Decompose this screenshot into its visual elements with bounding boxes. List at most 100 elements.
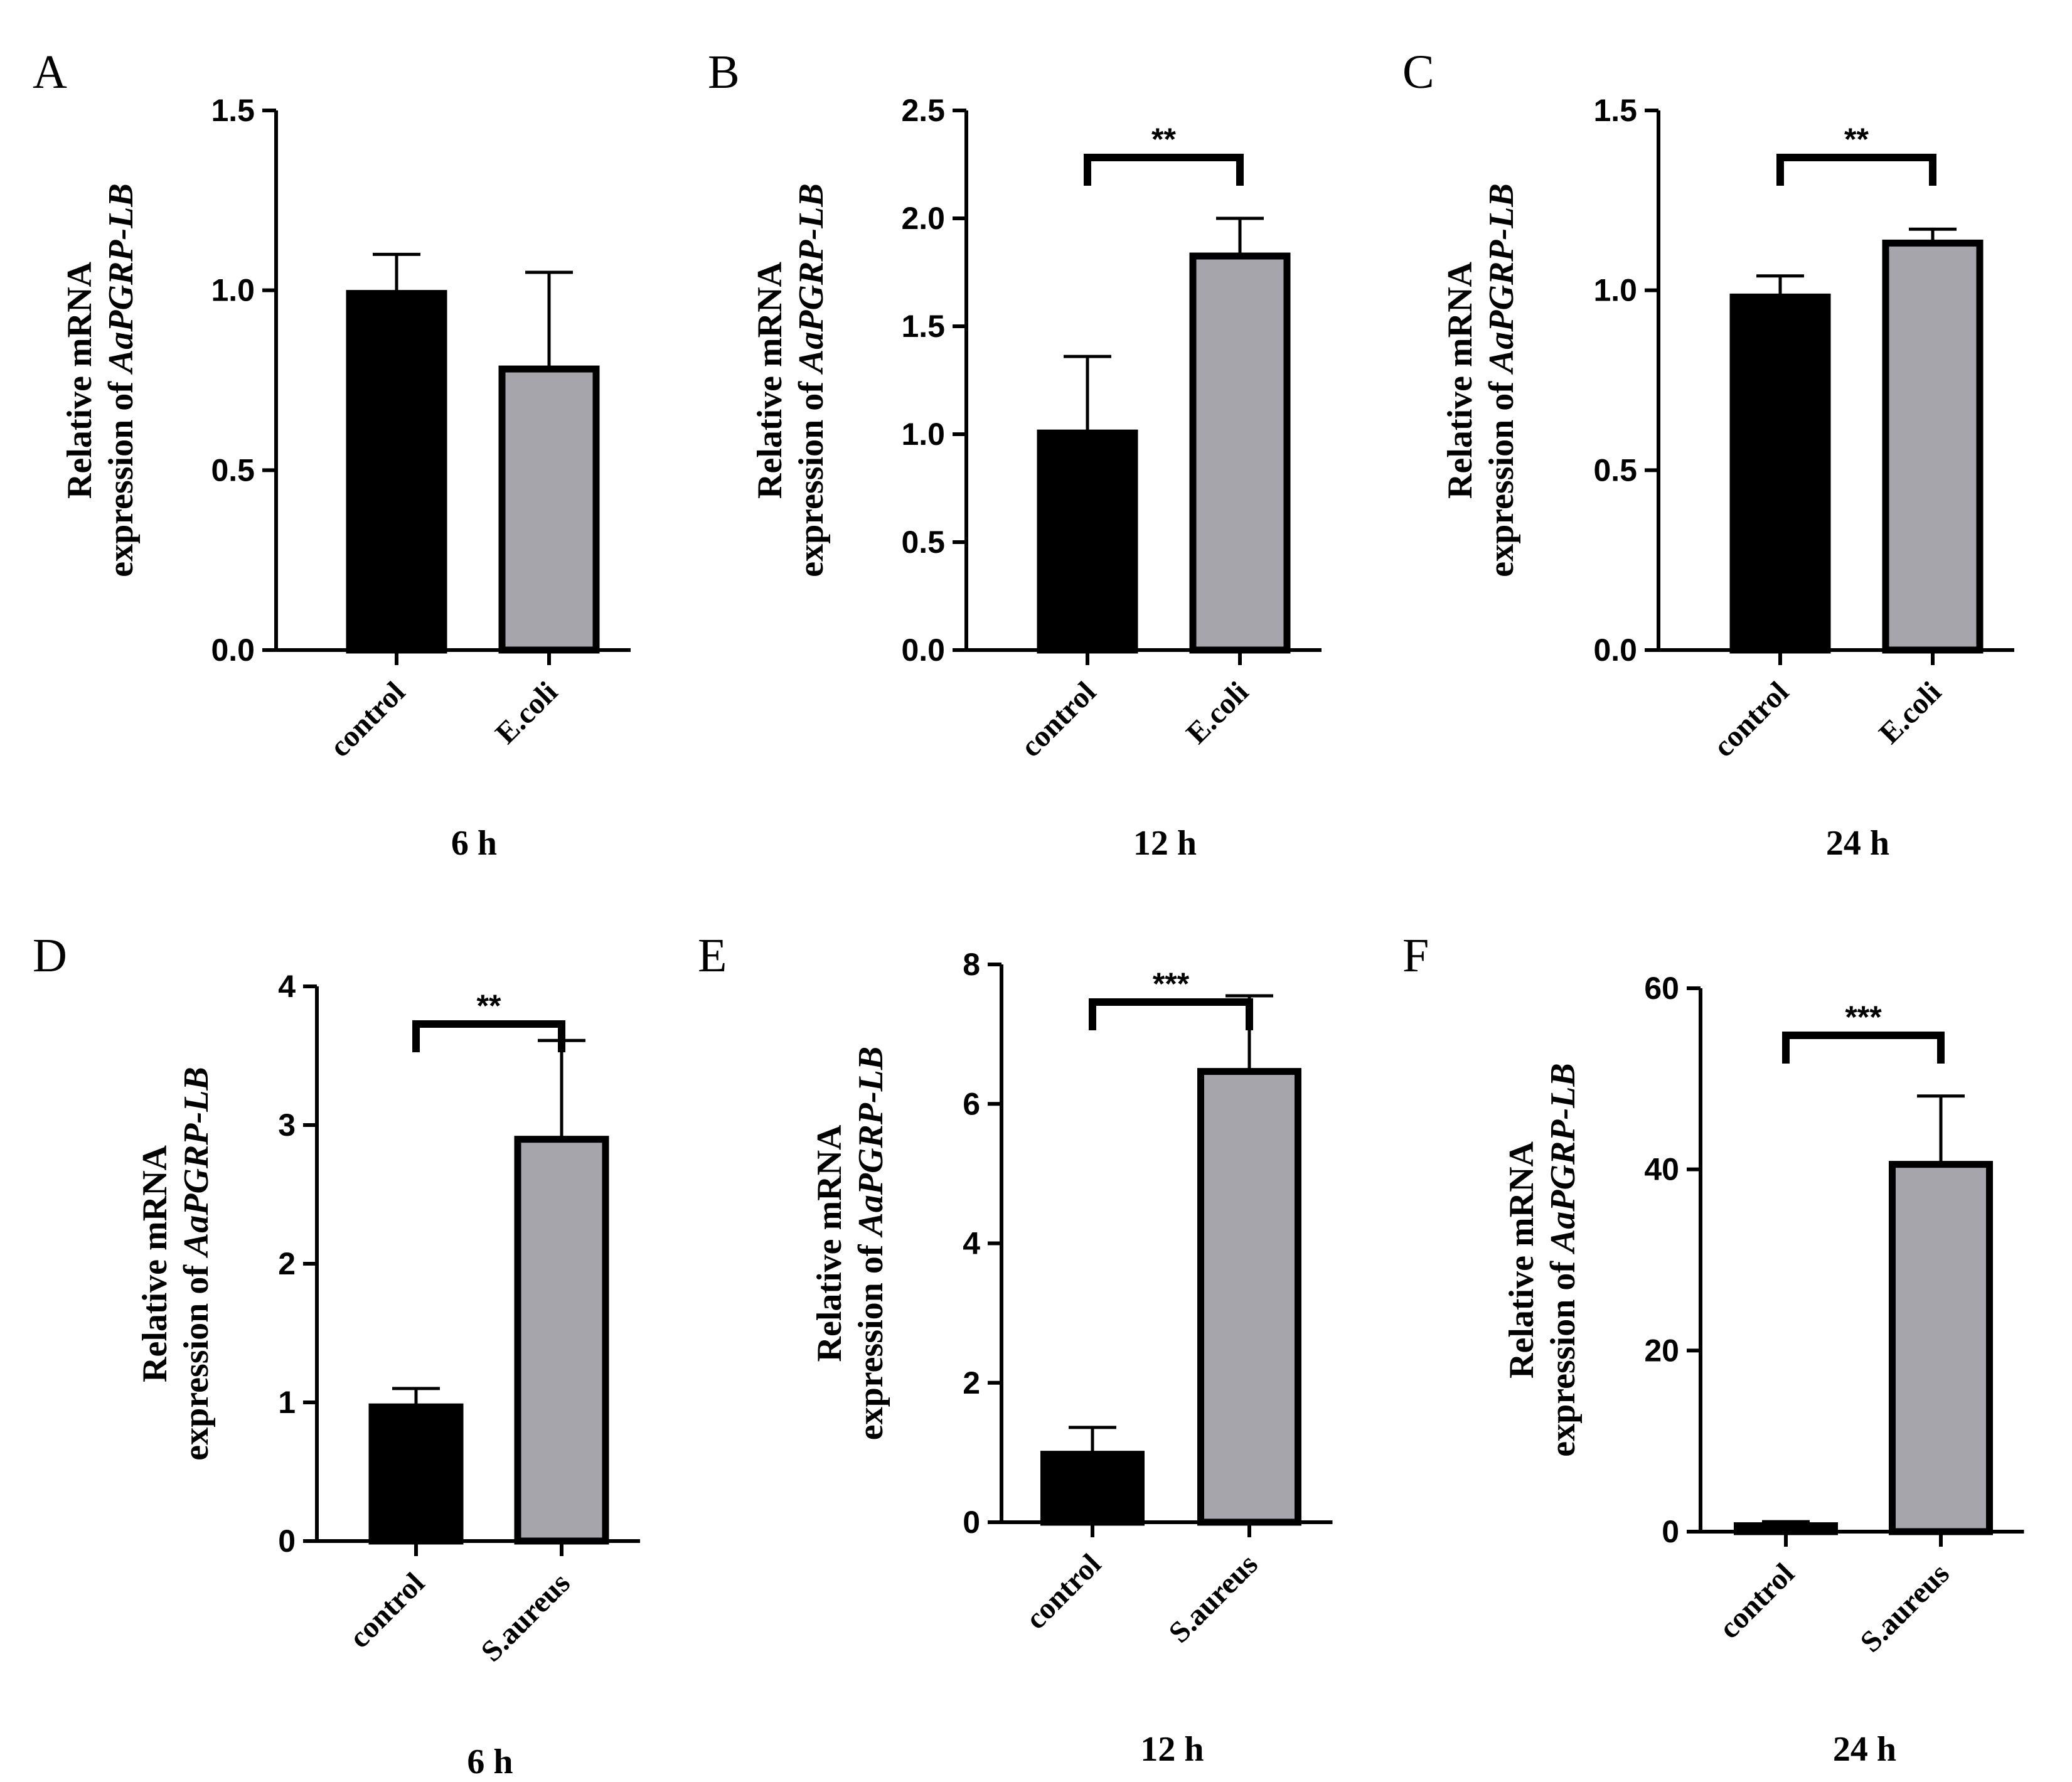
y-tick-label: 0 bbox=[963, 1505, 980, 1540]
panel-f: F Relative mRNAexpression of AaPGRP-LB 0 20… bbox=[1402, 929, 2024, 1769]
bar-control bbox=[1729, 293, 1831, 654]
bar-saureus bbox=[514, 1136, 609, 1545]
y-tick-label: 2.5 bbox=[901, 93, 945, 128]
bar-saureus bbox=[1889, 1161, 1993, 1535]
y-axis-label-gene: AaPGRP-LB bbox=[852, 1047, 890, 1238]
y-tick-label: 6 bbox=[963, 1086, 980, 1121]
significance-label: ** bbox=[1844, 122, 1869, 157]
y-tick-label: 20 bbox=[1644, 1333, 1679, 1368]
significance-bracket bbox=[1084, 154, 1244, 186]
significance-bracket bbox=[1089, 998, 1253, 1030]
y-tick-label: 40 bbox=[1644, 1152, 1679, 1187]
y-tick-label: 1.0 bbox=[901, 417, 945, 452]
y-axis-label-gene: AaPGRP-LB bbox=[1482, 183, 1521, 375]
y-axis-label-line1: Relative mRNA bbox=[136, 1144, 174, 1382]
category-label: S.aureus bbox=[1854, 1557, 1955, 1658]
y-axis-label-line2: expression of bbox=[102, 373, 141, 577]
y-tick-label: 0.5 bbox=[211, 452, 255, 488]
y-axis-label-line2: expression of bbox=[792, 373, 831, 577]
panel-letter: A bbox=[33, 46, 67, 99]
y-axis-label-line2: expression of bbox=[852, 1236, 890, 1441]
significance-label: ** bbox=[477, 988, 501, 1023]
time-label: 6 h bbox=[467, 1742, 513, 1781]
y-axis-label: Relative mRNAexpression of AaPGRP-LB bbox=[1441, 183, 1521, 577]
y-tick-label: 60 bbox=[1644, 971, 1679, 1006]
y-axis-label-line2: expression of bbox=[1544, 1252, 1583, 1457]
bar-saureus bbox=[1197, 1068, 1301, 1526]
y-axis-label-gene: AaPGRP-LB bbox=[102, 183, 141, 375]
panel-e: E Relative mRNAexpression of AaPGRP-LB 0 2 4… bbox=[698, 929, 1333, 1769]
panel-a: A Relative mRNAexpression of AaPGRP-LB 0.0… bbox=[33, 46, 631, 863]
y-tick-label: 2.0 bbox=[901, 201, 945, 236]
category-label: control bbox=[1014, 675, 1103, 764]
panel-letter: D bbox=[33, 929, 67, 982]
significance-label: *** bbox=[1845, 1000, 1882, 1035]
y-tick-label: 1.0 bbox=[1593, 273, 1637, 308]
bar-ecoli bbox=[1882, 239, 1984, 654]
panel-d: D Relative mRNAexpression of AaPGRP-LB 0 1 2… bbox=[33, 929, 640, 1781]
y-tick-label: 2 bbox=[963, 1365, 980, 1401]
panel-letter: C bbox=[1402, 46, 1434, 99]
y-axis-label-gene: AaPGRP-LB bbox=[1544, 1063, 1583, 1254]
y-axis-label-line1: Relative mRNA bbox=[1502, 1141, 1541, 1378]
y-axis-label-line1: Relative mRNA bbox=[60, 261, 99, 498]
bar-ecoli bbox=[498, 365, 600, 654]
bar-ecoli bbox=[1189, 252, 1291, 654]
bar-control bbox=[368, 1403, 464, 1545]
y-axis-label: Relative mRNAexpression of AaPGRP-LB bbox=[60, 183, 141, 577]
significance-bracket bbox=[1782, 1032, 1945, 1064]
bar-control bbox=[1037, 429, 1138, 654]
y-tick-label: 1.5 bbox=[901, 309, 945, 344]
y-axis-label-gene: AaPGRP-LB bbox=[792, 183, 831, 375]
y-tick-label: 0 bbox=[278, 1523, 296, 1559]
time-label: 12 h bbox=[1140, 1730, 1204, 1769]
y-tick-label: 1 bbox=[278, 1385, 296, 1420]
y-tick-label: 0.5 bbox=[1593, 452, 1637, 488]
y-axis-label-line2: expression of bbox=[177, 1256, 216, 1461]
panel-letter: E bbox=[698, 929, 727, 982]
y-axis-label: Relative mRNAexpression of AaPGRP-LB bbox=[1502, 1063, 1583, 1456]
y-tick-label: 1.5 bbox=[1593, 93, 1637, 128]
category-label: control bbox=[1707, 675, 1795, 764]
category-label: control bbox=[1019, 1547, 1108, 1636]
y-tick-label: 0.5 bbox=[901, 525, 945, 560]
bar-control bbox=[346, 290, 447, 654]
y-axis-label: Relative mRNAexpression of AaPGRP-LB bbox=[810, 1047, 890, 1440]
time-label: 6 h bbox=[451, 824, 497, 863]
y-axis-label-line1: Relative mRNA bbox=[1441, 261, 1480, 498]
category-label: control bbox=[323, 675, 412, 764]
significance-label: *** bbox=[1153, 966, 1190, 1001]
y-tick-label: 1.5 bbox=[211, 93, 255, 128]
time-label: 12 h bbox=[1133, 824, 1197, 863]
panel-c: C Relative mRNAexpression of AaPGRP-LB 0.0… bbox=[1402, 46, 2014, 863]
y-tick-label: 0.0 bbox=[901, 632, 945, 668]
y-axis-label: Relative mRNAexpression of AaPGRP-LB bbox=[136, 1067, 216, 1460]
category-label: control bbox=[343, 1566, 431, 1655]
category-label: S.aureus bbox=[1162, 1547, 1264, 1649]
y-tick-label: 4 bbox=[963, 1226, 980, 1261]
category-label: E.coli bbox=[489, 675, 564, 750]
time-label: 24 h bbox=[1833, 1730, 1896, 1769]
y-tick-label: 4 bbox=[278, 969, 296, 1004]
y-axis-label-line2: expression of bbox=[1482, 373, 1521, 577]
bar-control bbox=[1734, 1522, 1838, 1535]
category-label: control bbox=[1712, 1557, 1801, 1645]
category-label: S.aureus bbox=[474, 1566, 576, 1668]
panel-letter: F bbox=[1402, 929, 1429, 982]
bar-control bbox=[1040, 1451, 1145, 1526]
category-label: E.coli bbox=[1872, 675, 1948, 750]
y-axis-label-line1: Relative mRNA bbox=[810, 1124, 849, 1362]
y-tick-label: 0.0 bbox=[1593, 632, 1637, 668]
y-axis-label: Relative mRNAexpression of AaPGRP-LB bbox=[750, 183, 831, 577]
time-label: 24 h bbox=[1826, 824, 1889, 863]
significance-label: ** bbox=[1151, 122, 1176, 157]
y-tick-label: 8 bbox=[963, 947, 980, 982]
category-label: E.coli bbox=[1180, 675, 1255, 750]
y-tick-label: 1.0 bbox=[211, 273, 255, 308]
panel-letter: B bbox=[708, 46, 740, 99]
y-axis-label-gene: AaPGRP-LB bbox=[177, 1067, 216, 1258]
panel-b: B Relative mRNAexpression of AaPGRP-LB 0.0… bbox=[708, 46, 1322, 863]
y-tick-label: 2 bbox=[278, 1246, 296, 1281]
